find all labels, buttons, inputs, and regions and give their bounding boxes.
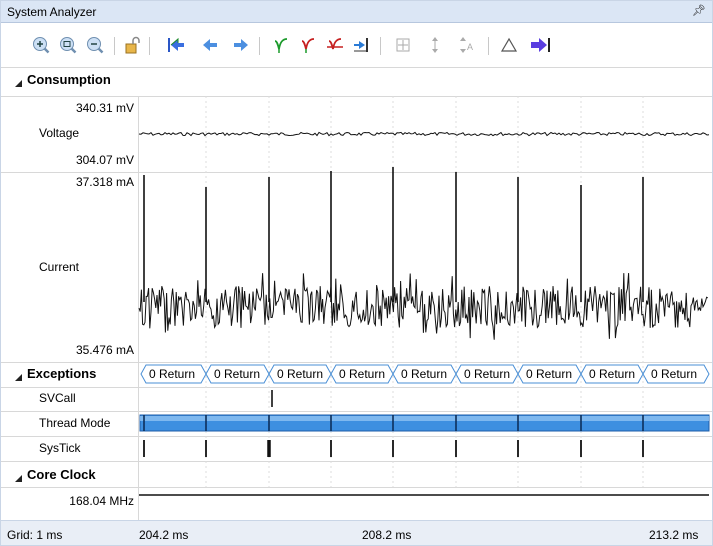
return-label: 0 Return [277,367,323,381]
thread-mode-highlight [140,416,709,421]
auto-scale-button[interactable]: A [457,35,477,55]
vertical-fit-icon [432,37,438,53]
return-label: 0 Return [651,367,697,381]
jump-to-start-icon [168,37,184,52]
next-edge-button[interactable] [298,35,318,55]
row-divider [1,461,712,462]
pin-icon[interactable]: 📌︎ [692,5,706,17]
expand-icon [396,38,410,52]
toolbar: A [1,23,712,67]
return-label: 0 Return [589,367,635,381]
voltage-trace [138,131,710,137]
zoom-out-button[interactable] [85,35,105,55]
exception-row-svcall: SVCall [39,391,76,405]
row-divider [1,172,712,173]
collapse-triangle-icon[interactable] [15,374,22,381]
return-label: 0 Return [401,367,447,381]
return-label: 0 Return [464,367,510,381]
toolbar-separator [114,37,115,55]
voltage-min: 304.07 mV [75,153,134,167]
jump-marker-icon [354,38,368,52]
previous-edge-icon [274,38,288,53]
grid-spacing: Grid: 1 ms [7,528,63,542]
time-tick-label: 204.2 ms [139,528,189,542]
section-core-clock: Core Clock [27,467,96,482]
row-divider [1,411,712,412]
cursor-edge-button[interactable] [325,35,345,55]
next-button[interactable] [231,35,251,55]
current-min: 35.476 mA [75,343,134,357]
jump-to-end-icon [531,38,550,52]
auto-scale-icon: A [460,37,473,53]
jump-end-button[interactable] [530,35,550,55]
return-segment [642,364,710,384]
time-tick-label: 208.2 ms [362,528,412,542]
time-tick-label: 213.2 ms [649,528,699,542]
zoom-fit-icon [60,37,77,54]
arrow-right-icon [234,39,248,51]
previous-button[interactable] [200,35,220,55]
return-label: 0 Return [149,367,195,381]
vertical-fit-button[interactable] [425,35,445,55]
zoom-in-button[interactable] [31,35,51,55]
cursor-edge-icon [327,38,343,50]
core-clock-value: 168.04 MHz [69,494,134,508]
padlock-icon [125,36,140,54]
row-divider [1,67,712,68]
exception-row-thread-mode: Thread Mode [39,416,111,430]
status-bar: Grid: 1 ms 204.2 ms 208.2 ms 213.2 ms [1,520,712,545]
title-bar: System Analyzer 📌︎ [1,1,712,23]
zoom-fit-button[interactable] [58,35,78,55]
prev-edge-button[interactable] [271,35,291,55]
jump-marker-button[interactable] [352,35,372,55]
plot-area[interactable]: Consumption Exceptions Core Clock 340.31… [1,67,712,520]
row-divider [1,387,712,388]
row-divider [1,96,712,97]
zoom-in-icon [33,37,50,54]
zoom-out-icon [87,37,104,54]
exception-row-systick: SysTick [39,441,81,455]
row-divider [1,487,712,488]
section-exceptions: Exceptions [27,366,97,381]
window-title: System Analyzer [7,5,97,19]
voltage-max: 340.31 mV [75,101,134,115]
collapse-triangle-icon[interactable] [15,475,22,482]
toolbar-separator [488,37,489,55]
return-label: 0 Return [214,367,260,381]
delta-button[interactable] [499,35,519,55]
toolbar-separator [380,37,381,55]
next-edge-icon [301,38,315,53]
toolbar-separator [149,37,150,55]
current-max: 37.318 mA [75,175,134,189]
lock-button[interactable] [123,35,143,55]
jump-start-button[interactable] [166,35,186,55]
current-trace [138,273,709,340]
waveform-canvas[interactable]: 0 Return 0 Return 0 Return 0 Return 0 Return… [1,67,712,520]
row-divider [1,436,712,437]
return-label: 0 Return [339,367,385,381]
toolbar-separator [259,37,260,55]
arrow-left-icon [203,39,217,51]
voltage-label: Voltage [39,126,80,140]
row-divider [1,362,712,363]
svg-text:A: A [467,42,473,52]
expand-button[interactable] [393,35,413,55]
return-label: 0 Return [526,367,572,381]
collapse-triangle-icon[interactable] [15,80,22,87]
current-label: Current [39,260,80,274]
section-consumption: Consumption [27,72,111,87]
delta-icon [500,37,518,52]
label-column-divider [138,96,139,520]
